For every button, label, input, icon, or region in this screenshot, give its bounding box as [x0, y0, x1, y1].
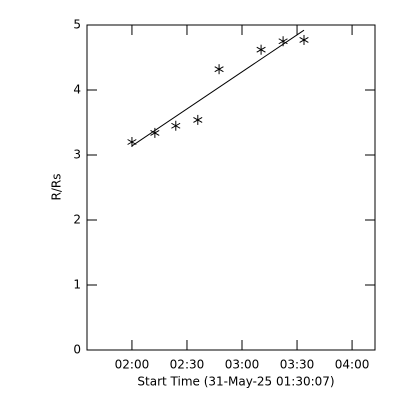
x-axis-label: Start Time (31-May-25 01:30:07) [137, 375, 334, 389]
data-point [193, 114, 203, 125]
asterisk-stroke [127, 139, 137, 145]
asterisk-stroke [299, 37, 309, 43]
asterisk-stroke [150, 129, 160, 136]
y-tick-label: 3 [73, 148, 81, 162]
plot-frame [86, 24, 376, 351]
y-tick-label: 2 [73, 213, 81, 227]
y-axis-label: R/Rs [50, 174, 64, 201]
x-tick-label: 02:30 [170, 358, 205, 372]
x-tick-label: 03:00 [225, 358, 260, 372]
data-point [127, 137, 137, 147]
asterisk-stroke [171, 122, 181, 129]
data-point [171, 120, 181, 131]
data-point [150, 127, 160, 138]
asterisk-stroke [193, 116, 203, 123]
asterisk-stroke [278, 38, 288, 45]
asterisk-stroke [214, 66, 224, 73]
x-tick-label: 03:30 [280, 358, 315, 372]
x-tick-label: 02:00 [115, 358, 150, 372]
data-point [278, 36, 288, 47]
y-tick-label: 0 [73, 343, 81, 357]
y-tick-label: 1 [73, 278, 81, 292]
x-tick-label: 04:00 [335, 358, 370, 372]
y-tick-label: 4 [73, 83, 81, 97]
data-point [214, 64, 224, 75]
y-tick-label: 5 [73, 18, 81, 32]
data-point [299, 34, 309, 45]
fit-line [131, 29, 305, 147]
data-point [256, 44, 266, 55]
asterisk-stroke [256, 46, 266, 53]
